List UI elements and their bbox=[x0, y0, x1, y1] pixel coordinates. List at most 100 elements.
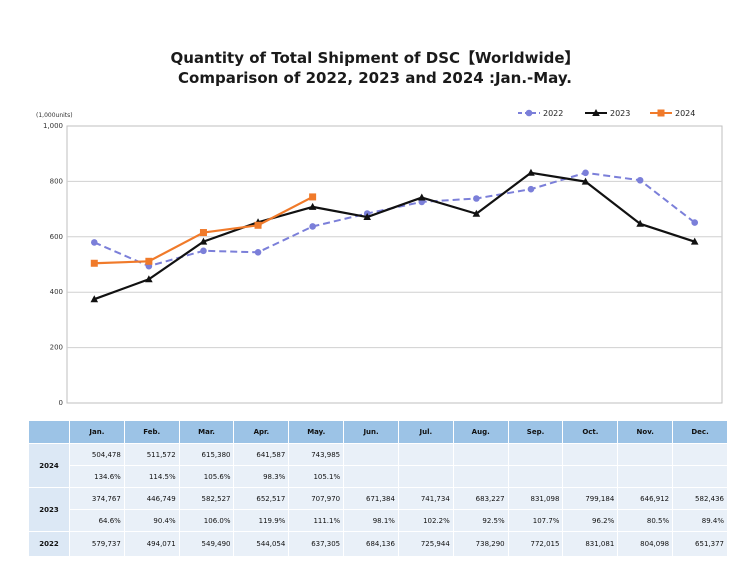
percent-cell: 114.5% bbox=[123, 465, 180, 488]
data-point bbox=[592, 109, 600, 116]
units-cell: 544,054 bbox=[233, 531, 290, 557]
table-row: 134.6% 114.5% 105.6% 98.3% 105.1% bbox=[29, 465, 728, 488]
percent-cell: 92.5% bbox=[452, 509, 509, 532]
year-label: 2024 bbox=[28, 443, 70, 488]
units-cell: 707,970 bbox=[288, 487, 345, 510]
units-cell: 511,572 bbox=[123, 443, 180, 466]
units-cell: 831,081 bbox=[562, 531, 619, 557]
year-label: 2023 bbox=[28, 487, 70, 532]
percent-cell: 96.2% bbox=[562, 509, 619, 532]
table-header-row: Jan. Feb. Mar. Apr. May. Jun. Jul. Aug. … bbox=[28, 420, 728, 444]
units-cell: 637,305 bbox=[288, 531, 345, 557]
units-cell: 582,436 bbox=[672, 487, 728, 510]
data-point bbox=[525, 109, 533, 117]
series-line-2022 bbox=[93, 171, 696, 268]
data-point bbox=[90, 259, 98, 267]
percent-cell bbox=[672, 465, 728, 488]
percent-cell bbox=[562, 465, 619, 488]
data-point bbox=[417, 193, 426, 201]
units-cell: 641,587 bbox=[233, 443, 290, 466]
month-header: Jan. bbox=[69, 420, 125, 444]
month-header: Sep. bbox=[507, 420, 564, 444]
data-point bbox=[691, 219, 699, 226]
units-cell: 374,767 bbox=[69, 487, 125, 510]
percent-cell: 90.4% bbox=[123, 509, 180, 532]
data-point bbox=[308, 202, 317, 210]
units-cell: 799,184 bbox=[562, 487, 619, 510]
percent-cell bbox=[507, 465, 564, 488]
month-header: Oct. bbox=[562, 420, 619, 444]
percent-cell bbox=[452, 465, 509, 488]
chart-title: Quantity of Total Shipment of DSC【Worldw… bbox=[0, 48, 750, 88]
units-cell: 646,912 bbox=[617, 487, 674, 510]
data-point bbox=[473, 195, 480, 202]
y-tick-label: 1,000 bbox=[43, 122, 63, 130]
units-cell bbox=[617, 443, 674, 466]
month-header: Apr. bbox=[233, 420, 290, 444]
line-chart: 0 200 400 600 800 1,000 (1,000units) 2022 2023 20… bbox=[36, 109, 723, 407]
percent-cell bbox=[617, 465, 674, 488]
data-table: Jan. Feb. Mar. Apr. May. Jun. Jul. Aug. … bbox=[28, 420, 728, 557]
legend-label: 2024 bbox=[675, 109, 695, 118]
data-point bbox=[581, 177, 590, 185]
data-point bbox=[309, 223, 316, 230]
units-cell: 494,071 bbox=[123, 531, 180, 557]
percent-cell: 119.9% bbox=[233, 509, 290, 532]
percent-cell: 107.7% bbox=[507, 509, 564, 532]
legend-label: 2022 bbox=[543, 109, 563, 118]
data-point bbox=[254, 248, 262, 256]
y-tick-label: 0 bbox=[59, 399, 63, 407]
table-row: 2022 579,737 494,071 549,490 544,054 637,305 6… bbox=[28, 531, 728, 557]
year-label: 2022 bbox=[28, 531, 70, 557]
percent-cell: 98.3% bbox=[233, 465, 290, 488]
data-point bbox=[636, 176, 644, 184]
data-point bbox=[472, 209, 481, 217]
data-point bbox=[690, 237, 699, 245]
units-cell: 549,490 bbox=[178, 531, 235, 557]
percent-cell: 105.6% bbox=[178, 465, 235, 488]
data-point bbox=[145, 257, 153, 265]
y-axis-unit-label: (1,000units) bbox=[36, 112, 73, 119]
data-point bbox=[309, 193, 317, 201]
units-cell: 615,380 bbox=[178, 443, 235, 466]
data-point bbox=[657, 109, 665, 117]
plot-area bbox=[66, 125, 723, 404]
units-cell: 804,098 bbox=[617, 531, 674, 557]
units-cell bbox=[343, 443, 399, 466]
month-header: Jun. bbox=[343, 420, 399, 444]
data-point bbox=[199, 229, 207, 237]
units-cell: 741,734 bbox=[397, 487, 454, 510]
units-cell: 446,749 bbox=[123, 487, 180, 510]
legend-label: 2023 bbox=[610, 109, 630, 118]
percent-cell: 80.5% bbox=[617, 509, 674, 532]
month-header: Dec. bbox=[672, 420, 728, 444]
data-point bbox=[145, 275, 153, 283]
series-line-2023 bbox=[93, 171, 696, 301]
percent-cell: 102.2% bbox=[397, 509, 454, 532]
percent-cell bbox=[343, 465, 399, 488]
units-cell bbox=[562, 443, 619, 466]
table-row: 2024 504,478 511,572 615,380 641,587 743,985 bbox=[28, 443, 728, 488]
data-point bbox=[527, 185, 535, 193]
units-cell: 582,527 bbox=[178, 487, 235, 510]
data-point bbox=[582, 169, 589, 177]
units-cell bbox=[507, 443, 564, 466]
y-tick-label: 400 bbox=[50, 288, 63, 296]
percent-cell: 105.1% bbox=[288, 465, 345, 488]
chart-title-line-1: Quantity of Total Shipment of DSC【Worldw… bbox=[170, 49, 580, 67]
table-row: 64.6% 90.4% 106.0% 119.9% 111.1% 98.1% 102.2% 9… bbox=[29, 509, 728, 532]
chart-title-line-2: Comparison of 2022, 2023 and 2024 :Jan.-… bbox=[178, 69, 572, 87]
units-cell: 743,985 bbox=[288, 443, 345, 466]
percent-cell bbox=[397, 465, 454, 488]
data-point bbox=[636, 219, 644, 227]
y-tick-label: 800 bbox=[50, 177, 63, 185]
percent-cell: 111.1% bbox=[288, 509, 345, 532]
month-header: Aug. bbox=[452, 420, 509, 444]
data-point bbox=[527, 168, 535, 176]
percent-cell: 89.4% bbox=[672, 509, 728, 532]
units-cell bbox=[672, 443, 728, 466]
data-point bbox=[363, 213, 372, 221]
y-tick-label: 200 bbox=[50, 344, 63, 352]
units-cell: 738,290 bbox=[452, 531, 509, 557]
units-cell: 671,384 bbox=[343, 487, 399, 510]
